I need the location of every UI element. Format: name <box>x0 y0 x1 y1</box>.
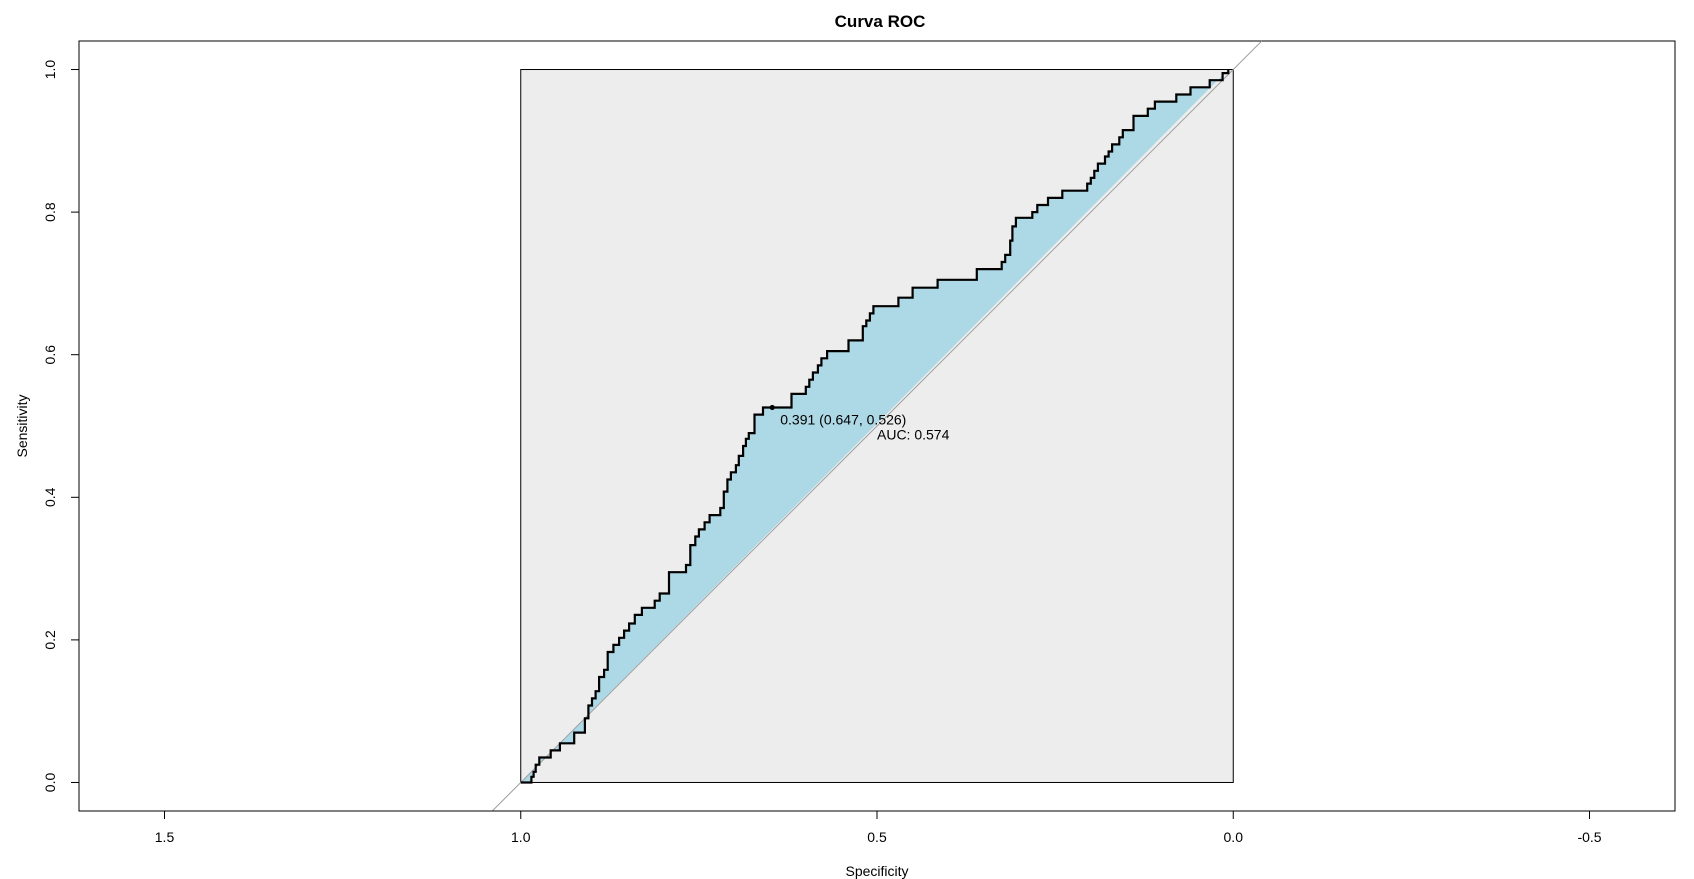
y-tick-label: 0.0 <box>42 773 58 793</box>
best-threshold-point <box>769 404 775 411</box>
x-tick-label: -0.5 <box>1577 829 1601 845</box>
y-axis-label: Sensitivity <box>14 394 30 457</box>
y-axis: 0.0 0.2 0.4 0.6 0.8 1.0 <box>42 60 79 793</box>
chance-diagonal-line <box>491 40 1263 812</box>
best-threshold-label: 0.391 (0.647, 0.526) <box>780 411 906 427</box>
roc-curve-line <box>520 69 1230 784</box>
y-tick-label: 0.8 <box>42 202 58 222</box>
x-tick-label: 0.5 <box>867 829 887 845</box>
y-tick-label: 0.2 <box>42 630 58 650</box>
chart-title: Curva ROC <box>835 12 926 31</box>
x-axis: 1.5 1.0 0.5 0.0 -0.5 <box>155 810 1602 845</box>
x-tick-label: 1.0 <box>511 829 531 845</box>
x-axis-label: Specificity <box>845 863 908 879</box>
y-tick-label: 0.6 <box>42 345 58 365</box>
x-tick-label: 0.0 <box>1224 829 1244 845</box>
x-tick-label: 1.5 <box>155 829 175 845</box>
auc-label: AUC: 0.574 <box>877 426 950 442</box>
y-tick-label: 0.4 <box>42 487 58 507</box>
auc-shaded-area <box>520 69 1229 783</box>
y-tick-label: 1.0 <box>42 60 58 80</box>
